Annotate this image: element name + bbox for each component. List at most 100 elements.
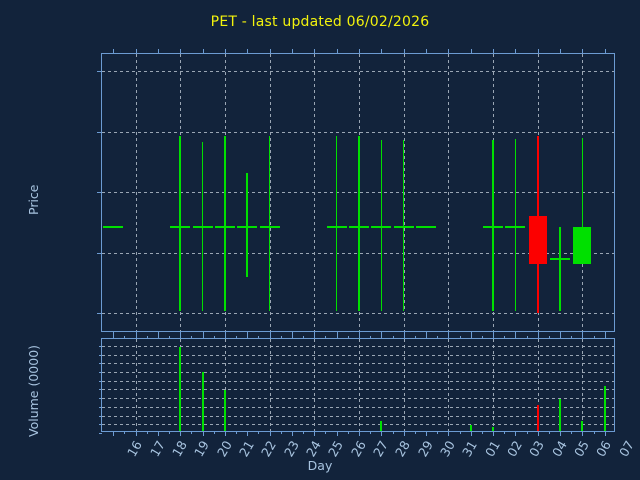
volume-x-tick [470, 431, 472, 436]
volume-x-tick-top [426, 334, 428, 339]
volume-x-tick [157, 431, 159, 436]
volume-x-minor-tick [437, 431, 439, 434]
candle-body-flat [505, 225, 526, 228]
price-x-tick-top [582, 49, 584, 54]
volume-tick [99, 363, 102, 365]
price-tick [97, 192, 102, 194]
candle-wick [246, 173, 249, 277]
volume-bar [492, 426, 495, 431]
price-x-tick [113, 331, 115, 336]
price-tick [97, 131, 102, 133]
volume-x-minor-tick-top [370, 336, 372, 339]
volume-vgridline [448, 339, 450, 431]
volume-bar [469, 424, 472, 431]
price-x-tick-top [291, 49, 293, 54]
x-tick-label: 03 [526, 438, 548, 460]
volume-vgridline [493, 339, 495, 431]
x-tick-label: 22 [258, 438, 280, 460]
volume-bar [559, 398, 562, 431]
price-x-tick-top [381, 49, 383, 54]
volume-x-minor-tick [392, 431, 394, 434]
volume-x-minor-tick-top [258, 336, 260, 339]
price-tick [97, 252, 102, 254]
candle-wick [224, 136, 226, 312]
x-tick-label: 24 [302, 438, 324, 460]
candle-body [528, 216, 547, 264]
volume-x-minor-tick-top [526, 336, 528, 339]
volume-x-minor-tick-top [124, 336, 126, 339]
price-x-tick [291, 331, 293, 336]
volume-x-tick-top [470, 334, 472, 339]
price-x-tick [180, 331, 182, 336]
volume-x-tick-top [135, 334, 137, 339]
price-x-tick [470, 331, 472, 336]
volume-x-tick [247, 431, 249, 436]
price-x-tick-top [336, 49, 338, 54]
volume-x-tick-top [381, 334, 383, 339]
price-x-tick [359, 331, 360, 336]
volume-x-minor-tick [370, 431, 372, 434]
candle-body-flat [103, 225, 124, 228]
volume-x-minor-tick [526, 431, 528, 434]
volume-x-tick-top [269, 334, 271, 339]
volume-tick [99, 354, 102, 356]
price-x-tick [604, 331, 606, 336]
price-tick [97, 71, 102, 73]
price-x-tick-top [604, 49, 606, 54]
price-x-tick-top [202, 49, 204, 54]
volume-x-minor-tick [459, 431, 461, 434]
price-panel [97, 49, 615, 336]
volume-x-tick-top [582, 334, 584, 339]
volume-x-tick-top [180, 334, 182, 339]
volume-x-tick [202, 431, 204, 436]
price-x-tick [269, 331, 271, 336]
volume-x-tick-top [314, 334, 316, 339]
volume-x-tick [582, 431, 584, 436]
volume-x-minor-tick-top [146, 336, 148, 339]
candle-body-flat [349, 225, 369, 228]
price-x-tick [403, 331, 405, 336]
x-tick-label: 02 [504, 438, 525, 460]
volume-x-tick [113, 431, 115, 436]
x-tick-label: 26 [347, 438, 369, 460]
x-tick-label: 25 [325, 438, 347, 460]
volume-vgridline [403, 339, 405, 431]
price-x-tick [515, 331, 517, 336]
volume-gridline [102, 354, 614, 356]
price-x-tick-top [247, 49, 249, 54]
price-x-tick [202, 331, 204, 336]
candle-wick [358, 136, 360, 312]
price-x-tick-top [135, 49, 137, 54]
volume-gridline [102, 389, 614, 391]
candle-wick [268, 136, 271, 312]
volume-x-tick [560, 431, 562, 436]
volume-x-tick [448, 431, 450, 436]
x-tick-label: 27 [369, 438, 391, 460]
price-x-tick [493, 331, 495, 336]
volume-x-tick [180, 431, 182, 436]
price-x-tick-top [515, 49, 517, 54]
x-tick-label: 21 [235, 438, 257, 460]
volume-gridline [102, 380, 614, 382]
price-x-tick-top [157, 49, 159, 54]
volume-x-tick [291, 431, 293, 436]
volume-tick [99, 380, 102, 382]
price-gridline [102, 71, 614, 73]
volume-tick [99, 389, 102, 391]
price-x-tick-top [426, 49, 428, 54]
price-x-tick [560, 331, 562, 336]
price-x-tick [224, 331, 226, 336]
volume-x-tick-top [202, 334, 204, 339]
candle-body-flat [326, 225, 347, 228]
candle-wick [559, 226, 561, 312]
price-vgridline [314, 54, 316, 331]
volume-x-tick-top [537, 334, 539, 339]
price-x-tick-top [470, 49, 472, 54]
volume-x-tick-top [604, 334, 606, 339]
volume-x-tick-top [247, 334, 249, 339]
price-x-tick [314, 331, 316, 336]
volume-x-minor-tick-top [347, 336, 349, 339]
price-x-tick [582, 331, 584, 336]
price-x-tick-top [403, 49, 405, 54]
volume-x-tick-top [224, 334, 226, 339]
